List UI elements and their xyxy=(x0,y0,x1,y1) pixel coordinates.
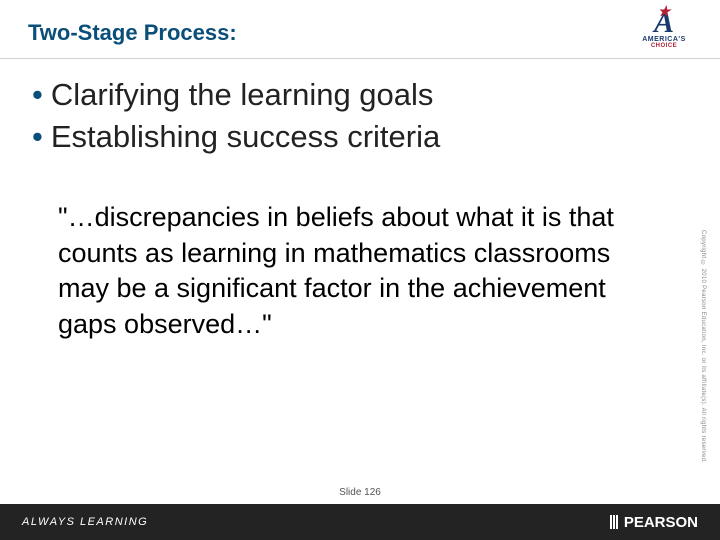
bullet-icon: • xyxy=(32,116,43,158)
pearson-logo: PEARSON xyxy=(610,514,698,531)
footer-tagline: ALWAYS LEARNING xyxy=(22,516,148,528)
star-icon: ★ xyxy=(658,6,671,20)
bullet-item: • Establishing success criteria xyxy=(32,116,660,158)
bullet-text: Clarifying the learning goals xyxy=(51,74,434,116)
slide-number: Slide 126 xyxy=(339,487,381,498)
bullet-list: • Clarifying the learning goals • Establ… xyxy=(32,74,660,158)
footer-bar: ALWAYS LEARNING PEARSON xyxy=(0,504,720,540)
pearson-text: PEARSON xyxy=(624,514,698,531)
slide-title: Two-Stage Process: xyxy=(28,20,237,46)
copyright-text: Copyright © 2010 Pearson Education, Inc.… xyxy=(700,230,706,463)
bullet-item: • Clarifying the learning goals xyxy=(32,74,660,116)
bullet-icon: • xyxy=(32,74,43,116)
quote-text: "…discrepancies in beliefs about what it… xyxy=(58,200,656,343)
pearson-bars-icon xyxy=(610,515,618,529)
slide-container: Two-Stage Process: ★ A AMERICA'S CHOICE … xyxy=(0,0,720,540)
header-divider xyxy=(0,58,720,59)
americas-choice-logo: ★ A AMERICA'S CHOICE xyxy=(632,8,696,64)
bullet-text: Establishing success criteria xyxy=(51,116,440,158)
logo-text-bottom: CHOICE xyxy=(651,43,677,49)
logo-letter: ★ A xyxy=(654,8,674,38)
